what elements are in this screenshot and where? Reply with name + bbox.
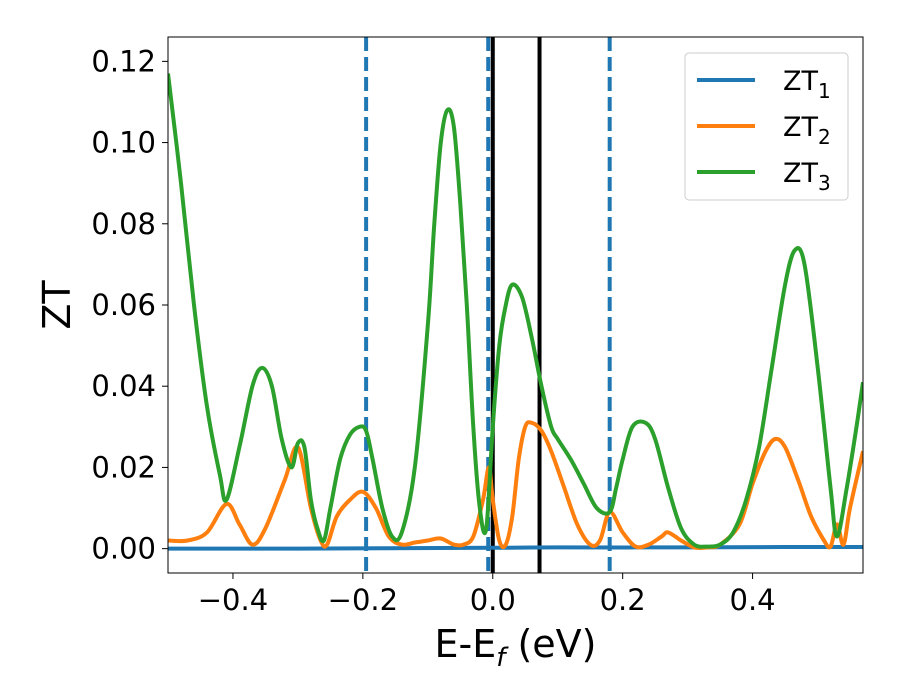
x-tick-label: 0.2	[600, 583, 646, 617]
series-lines	[168, 73, 863, 551]
x-tick-label: −0.4	[198, 583, 268, 617]
legend-label-zt3: ZT3	[783, 158, 831, 195]
series-line-zt3	[168, 73, 863, 549]
y-tick-label: 0.00	[91, 532, 156, 566]
x-axis-label: E-Ef (eV)	[435, 622, 597, 673]
y-tick-label: 0.06	[91, 288, 156, 322]
y-tick-label: 0.04	[91, 369, 156, 403]
y-tick-label: 0.02	[91, 450, 156, 484]
legend: ZT1 ZT2 ZT3	[684, 52, 849, 201]
x-tick-label: 0.4	[730, 583, 776, 617]
series-line-zt1	[168, 544, 863, 551]
y-tick-label: 0.08	[91, 207, 156, 241]
x-ticks: −0.4 −0.2 0.0 0.2 0.4	[198, 573, 776, 617]
legend-box	[684, 52, 849, 201]
x-tick-label: 0.0	[470, 583, 516, 617]
legend-label-zt1: ZT1	[783, 66, 831, 103]
x-tick-label: −0.2	[328, 583, 398, 617]
y-tick-label: 0.10	[91, 126, 156, 160]
legend-label-zt2: ZT2	[783, 112, 831, 149]
y-ticks: 0.00 0.02 0.04 0.06 0.08 0.10 0.12	[91, 44, 168, 566]
y-tick-label: 0.12	[91, 44, 156, 78]
y-axis-label: ZT	[35, 280, 79, 330]
